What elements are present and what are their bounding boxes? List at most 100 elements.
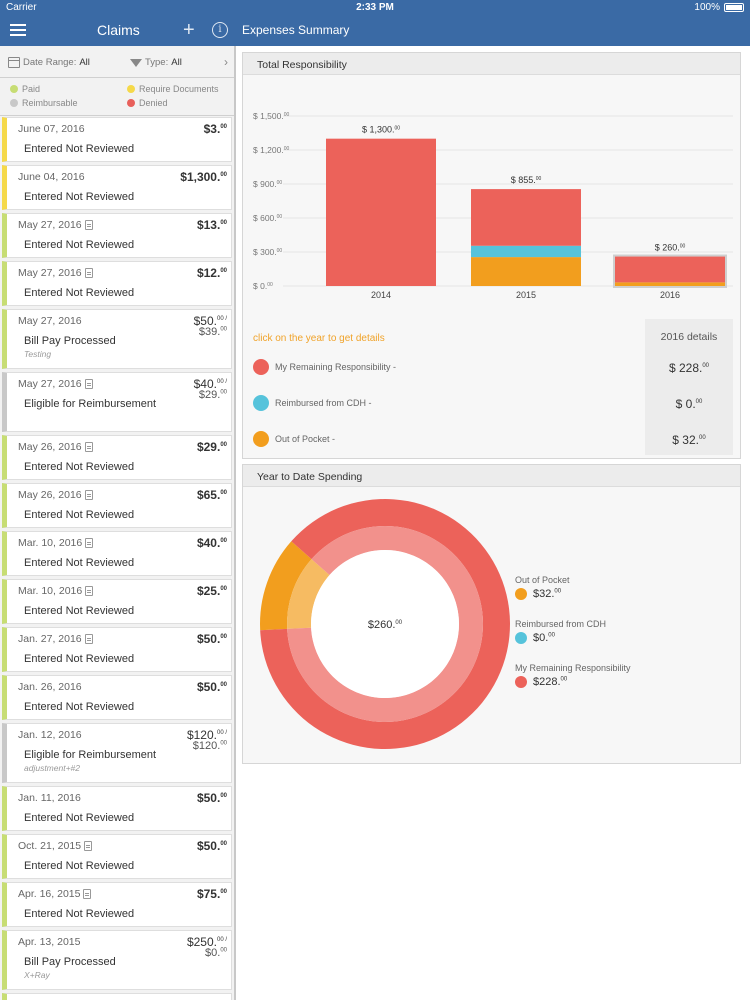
claim-status: Entered Not Reviewed	[24, 653, 135, 665]
bar-total-value: $ 260.	[655, 243, 680, 253]
claim-amount-paid-cents: 00	[220, 947, 227, 954]
claim-row[interactable]: Apr. 13, 2015 Bill Pay Processed X+Ray $250…	[2, 930, 232, 990]
claim-status: Entered Not Reviewed	[24, 860, 135, 872]
claim-row[interactable]: Jan. 26, 2016 Entered Not Reviewed $50.00	[2, 675, 232, 720]
detail-row[interactable]: Reimbursed from CDH -	[253, 395, 372, 411]
claim-amount-cents: 00	[220, 220, 227, 226]
claim-date: Jan. 11, 2016	[18, 792, 81, 804]
claim-row[interactable]: May 27, 2016 Bill Pay Processed Testing $50…	[2, 309, 232, 369]
donut-slice-outer[interactable]	[260, 541, 312, 631]
legend-denied-label: Denied	[139, 98, 168, 108]
add-claim-icon[interactable]: +	[183, 19, 195, 41]
date-range-filter[interactable]: Date Range: All	[8, 57, 90, 68]
claim-row[interactable]: Oct. 21, 2015 Entered Not Reviewed $50.00	[2, 834, 232, 879]
y-tick-value: $ 1,200.	[253, 145, 284, 155]
detail-value-dollars: $ 0.	[675, 397, 696, 411]
claim-row[interactable]: Apr. 12, 2015$350.00	[2, 993, 232, 1000]
bar-total-label: $ 855.00	[511, 175, 542, 185]
claim-status: Bill Pay Processed	[24, 335, 116, 347]
claim-amount-dollars: $13.	[196, 218, 221, 232]
detail-value-dollars: $ 228.	[668, 361, 703, 375]
calendar-icon	[8, 57, 20, 68]
bar-group-2016[interactable]: $ 260.00 2016	[613, 243, 727, 300]
x-tick-label: 2016	[660, 290, 680, 300]
bar-group-2015[interactable]: $ 855.00 2015	[471, 175, 581, 300]
claim-amount-cents: 00	[220, 793, 227, 799]
claim-date-text: May 27, 2016	[18, 267, 82, 279]
claim-amount-paid-dollars: $0.	[205, 947, 221, 959]
require-documents-dot-icon	[127, 85, 135, 93]
claim-amount-paid-dollars: $39.	[198, 326, 221, 338]
y-tick-cents: 00	[277, 214, 283, 220]
claim-row[interactable]: June 04, 2016 Entered Not Reviewed $1,300.…	[2, 165, 232, 210]
claim-note: Testing	[24, 349, 52, 359]
detail-value-dollars: $ 32.	[672, 433, 699, 447]
receipt-icon	[84, 634, 93, 644]
claim-date: Jan. 27, 2016	[18, 633, 93, 645]
legend-paid: Paid	[10, 84, 40, 94]
claim-row[interactable]: Jan. 12, 2016 Eligible for Reimbursement a…	[2, 723, 232, 783]
claim-amount-cents: 00	[220, 634, 227, 640]
claim-amount-dollars: $50.	[196, 791, 221, 805]
claim-row[interactable]: Jan. 27, 2016 Entered Not Reviewed $50.00	[2, 627, 232, 672]
claim-amount-cents: 00	[220, 889, 227, 895]
claim-date-text: Jan. 12, 2016	[18, 729, 82, 741]
claim-date: May 26, 2016	[18, 489, 93, 501]
claim-date: Mar. 10, 2016	[18, 537, 94, 549]
bar-total-value: $ 1,300.	[362, 125, 395, 135]
detail-value: $ 0.00	[645, 397, 733, 411]
chevron-right-icon[interactable]: ›	[224, 55, 228, 69]
carrier-label: Carrier	[6, 2, 37, 13]
details-title: 2016 details	[660, 331, 718, 343]
claim-amount: $75.00	[197, 887, 227, 901]
total-responsibility-title: Total Responsibility	[243, 53, 740, 75]
claim-row[interactable]: May 26, 2016 Entered Not Reviewed $29.00	[2, 435, 232, 480]
bar-segment	[615, 256, 725, 283]
claim-date: Jan. 12, 2016	[18, 729, 82, 741]
claim-row[interactable]: May 26, 2016 Entered Not Reviewed $65.00	[2, 483, 232, 528]
donut-legend-label: Reimbursed from CDH	[515, 619, 607, 629]
claim-amount-paid-dollars: $29.	[198, 389, 221, 401]
bar-segment	[471, 245, 581, 258]
receipt-icon	[84, 220, 93, 230]
bar-segment	[326, 138, 436, 286]
claim-amount: $40.00 /	[194, 377, 227, 391]
claim-row[interactable]: May 27, 2016 Eligible for Reimbursement $4…	[2, 372, 232, 432]
claim-date: May 27, 2016	[18, 315, 82, 327]
info-icon[interactable]: i	[212, 22, 228, 38]
y-tick-cents: 00	[277, 248, 283, 254]
claim-row[interactable]: Mar. 10, 2016 Entered Not Reviewed $40.00	[2, 531, 232, 576]
detail-row[interactable]: Out of Pocket -	[253, 431, 335, 447]
claim-amount: $3.00	[204, 122, 227, 136]
claim-amount-cents: 00	[220, 538, 227, 544]
claim-date: May 27, 2016	[18, 267, 93, 279]
claim-amount-cents: 00 /	[216, 730, 227, 736]
claim-amount-cents: 00 /	[216, 937, 227, 943]
claim-row[interactable]: June 07, 2016 Entered Not Reviewed $3.00	[2, 117, 232, 162]
donut-legend-dollars: $0.	[533, 632, 549, 644]
status-legend: Paid Reimbursable Require Documents Deni…	[0, 78, 234, 116]
type-filter[interactable]: Type: All	[130, 57, 182, 68]
claim-row[interactable]: Jan. 11, 2016 Entered Not Reviewed $50.00	[2, 786, 232, 831]
legend-dot-icon	[253, 395, 269, 411]
claim-row[interactable]: May 27, 2016 Entered Not Reviewed $12.00	[2, 261, 232, 306]
claim-status: Entered Not Reviewed	[24, 287, 135, 299]
claim-amount-dollars: $40.	[193, 377, 217, 391]
detail-row[interactable]: My Remaining Responsibility -	[253, 359, 396, 375]
claim-row[interactable]: May 27, 2016 Entered Not Reviewed $13.00	[2, 213, 232, 258]
details-hint: click on the year to get details	[253, 333, 385, 344]
y-tick-cents: 00	[284, 112, 290, 118]
y-tick-value: $ 300.	[253, 247, 277, 257]
expenses-summary-title: Expenses Summary	[242, 23, 350, 37]
menu-icon[interactable]	[10, 24, 26, 37]
donut-legend-item: Reimbursed from CDH $0.00	[515, 619, 606, 644]
receipt-icon	[84, 841, 93, 851]
claim-date: Apr. 16, 2015	[18, 888, 92, 900]
claim-row[interactable]: Mar. 10, 2016 Entered Not Reviewed $25.00	[2, 579, 232, 624]
claim-row[interactable]: Apr. 16, 2015 Entered Not Reviewed $75.00	[2, 882, 232, 927]
claim-amount-paid: $120.00	[193, 740, 227, 752]
bar-group-2014[interactable]: $ 1,300.00 2014	[326, 125, 436, 300]
detail-label: My Remaining Responsibility -	[275, 362, 397, 372]
donut-legend-cents: 00	[548, 632, 555, 639]
claim-amount-cents: 00	[220, 268, 227, 274]
